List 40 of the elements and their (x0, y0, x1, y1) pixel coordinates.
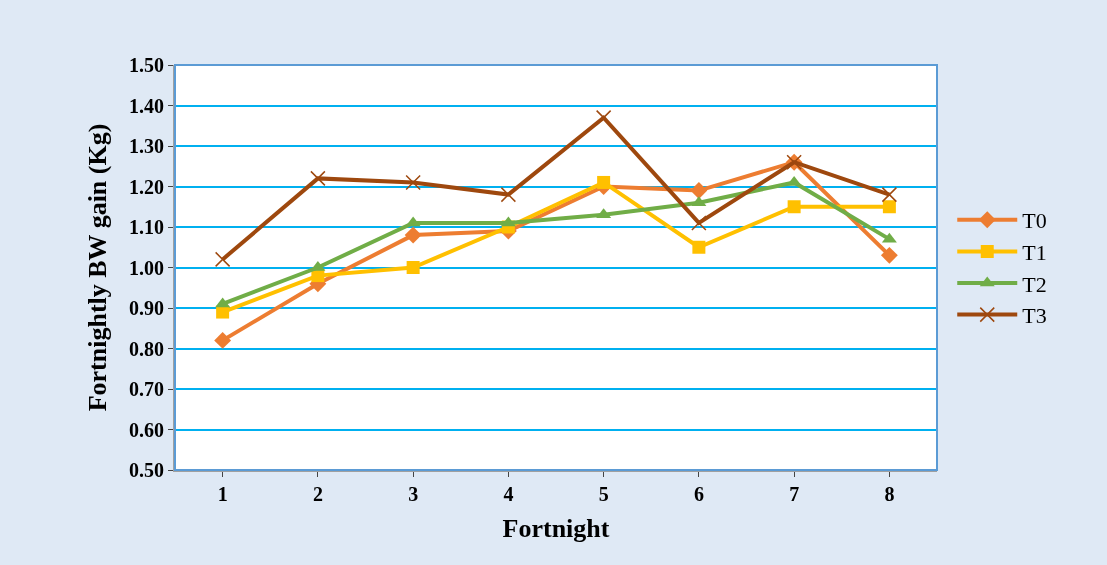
point (216, 305, 230, 319)
y-axis-title: Fortnightly BW gain (Kg) (82, 123, 112, 412)
y-tick-label: 0.70 (129, 378, 164, 400)
y-tick-label: 0.90 (129, 297, 164, 319)
point (881, 186, 898, 203)
y-tick-label: 1.00 (129, 256, 164, 279)
point (500, 186, 517, 203)
x-axis-title: Fortnight (502, 514, 610, 544)
x-tick-label: 4 (503, 483, 514, 505)
point (214, 331, 232, 349)
legend-label: T3 (1022, 303, 1047, 329)
point (597, 175, 611, 189)
x-tick-label: 7 (789, 483, 800, 505)
point (882, 200, 896, 214)
x-tick-label: 5 (598, 483, 609, 505)
legend-label: T2 (1022, 271, 1047, 297)
y-tick-label: 0.50 (129, 459, 164, 481)
point (880, 246, 898, 264)
y-tick-label: 1.10 (129, 216, 164, 238)
point (310, 170, 326, 187)
y-tick-label: 1.20 (129, 175, 164, 198)
point (214, 251, 231, 268)
point (787, 200, 801, 214)
x-tick-label: 8 (884, 483, 895, 505)
x-tick-label: 2 (312, 483, 323, 505)
y-tick-label: 1.30 (129, 135, 164, 157)
y-tick-label: 1.50 (129, 54, 164, 76)
point (404, 226, 422, 244)
y-tick-label: 0.80 (129, 337, 164, 360)
x-tick-label: 1 (217, 483, 228, 505)
x-tick-label: 3 (408, 483, 419, 505)
y-tick-label: 0.60 (129, 418, 164, 441)
point (690, 182, 708, 199)
legend-label: T0 (1022, 208, 1047, 234)
x-tick-label: 6 (693, 483, 704, 505)
point (692, 240, 706, 254)
point (406, 261, 420, 274)
point (405, 174, 421, 191)
y-tick-label: 1.40 (129, 94, 164, 117)
legend-label: T1 (1022, 239, 1047, 265)
